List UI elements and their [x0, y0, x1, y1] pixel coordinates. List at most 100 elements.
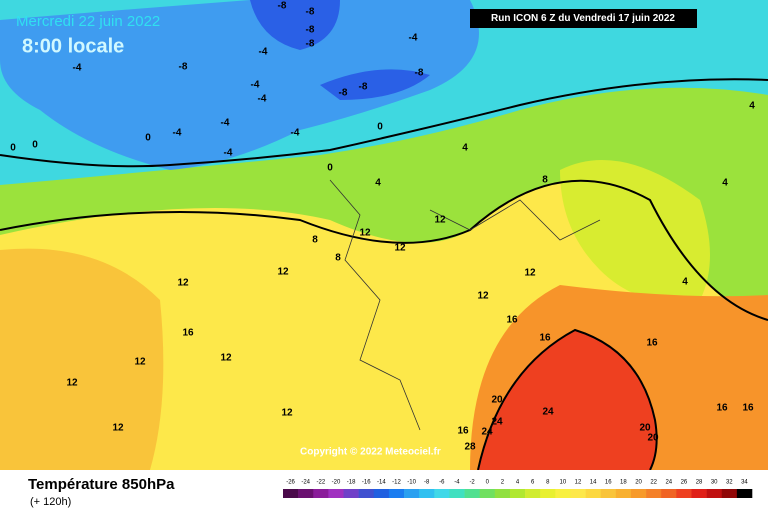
contour-label: 12: [177, 278, 189, 289]
run-box: [470, 9, 697, 28]
scale-swatch: [691, 489, 707, 498]
contour-label: 4: [722, 178, 728, 189]
contour-label: 12: [281, 408, 293, 419]
contour-label: 16: [716, 403, 728, 414]
scale-swatch: [313, 489, 329, 498]
scale-swatch: [736, 489, 753, 498]
contour-label: 12: [277, 267, 289, 278]
contour-label: 16: [182, 328, 194, 339]
very-cold-area: [250, 0, 430, 100]
scale-swatch: [721, 489, 738, 498]
contour-label: -4: [259, 47, 268, 58]
scale-label: -4: [454, 480, 460, 486]
contour-label: 16: [539, 333, 551, 344]
contour-label: 24: [481, 427, 493, 438]
time-title: 8:00 locale: [22, 35, 124, 57]
footer-title: Température 850hPa: [28, 476, 175, 493]
scale-label: 8: [546, 480, 550, 486]
coastline: [329, 179, 601, 431]
contour-label: 12: [134, 357, 146, 368]
scale-swatch: [630, 489, 647, 498]
scale-label: 14: [590, 480, 597, 486]
warm-area: [0, 248, 164, 470]
contour-label: 4: [375, 178, 381, 189]
contour-label: -4: [173, 128, 182, 139]
contour-label: 8: [542, 175, 548, 186]
scale-swatch: [283, 489, 299, 498]
copyright: Copyright © 2022 Meteociel.fr: [300, 447, 441, 458]
scale-swatch: [600, 489, 617, 498]
isotherm-line: [0, 78, 768, 168]
contour-label: 0: [377, 122, 383, 133]
scale-swatch: [388, 489, 405, 498]
scale-label: 18: [620, 480, 627, 486]
scale-swatch: [419, 489, 435, 498]
scale-swatch: [585, 489, 602, 498]
footer-lead: (+ 120h): [30, 496, 71, 508]
scale-swatch: [494, 489, 511, 498]
contour-label: -4: [258, 94, 267, 105]
scale-label: -2: [469, 480, 475, 486]
scale-swatch: [298, 489, 314, 498]
contour-label: 12: [434, 215, 446, 226]
color-scale: -26 -24 -22 -20 -18 -16 -14 -12 -10 -8 -6 -4 -2 0 2 4 6 8…: [283, 480, 753, 498]
scale-swatch: [525, 489, 541, 498]
scale-label: 0: [486, 480, 490, 486]
scale-swatch: [646, 489, 662, 498]
contour-label: 12: [477, 291, 489, 302]
scale-label: 32: [726, 480, 733, 486]
map-labels: -8 -8 -8 -8 -4 -4 -8 -8 -8 -8 -4 -4 -4 -4 -4 -4 -4 0 0 0 0 0 4…: [10, 1, 755, 453]
contour-label: 20: [491, 395, 503, 406]
scale-swatch: [373, 489, 390, 498]
scale-label: -18: [347, 480, 356, 486]
scale-label: 12: [575, 480, 582, 486]
contour-label: -8: [306, 25, 315, 36]
contour-label: 0: [327, 163, 333, 174]
contour-label: 4: [682, 277, 688, 288]
scale-label: -26: [286, 480, 295, 486]
scale-label: -10: [407, 480, 416, 486]
contour-label: 0: [145, 133, 151, 144]
scale-label: 28: [696, 480, 703, 486]
scale-swatch: [509, 489, 526, 498]
scale-swatch: [434, 489, 450, 498]
scale-label: 4: [516, 480, 520, 486]
scale-swatch: [449, 489, 465, 498]
contour-label: -8: [306, 7, 315, 18]
scale-label: -22: [316, 480, 325, 486]
scale-swatch: [555, 489, 571, 498]
contour-label: 12: [359, 228, 371, 239]
scale-label: 22: [650, 480, 657, 486]
mild-area-east: [560, 160, 710, 302]
contour-label: -8: [278, 1, 287, 12]
scale-label: 30: [711, 480, 718, 486]
scale-swatch: [404, 489, 420, 498]
scale-label: 20: [635, 480, 642, 486]
contour-label: -8: [359, 82, 368, 93]
isotherm-line: [477, 328, 658, 471]
scale-swatch: [615, 489, 632, 498]
isotherm-line: [0, 179, 768, 321]
scale-label: -24: [301, 480, 310, 486]
contour-label: 12: [66, 378, 78, 389]
contour-label: 12: [394, 243, 406, 254]
scale-swatch: [676, 489, 692, 498]
contour-label: 16: [646, 338, 658, 349]
contour-label: 4: [462, 143, 468, 154]
cold-area: [0, 0, 479, 170]
scale-label: -12: [392, 480, 401, 486]
contour-label: -4: [221, 118, 230, 129]
contour-label: -8: [339, 88, 348, 99]
very-hot-area: [478, 330, 657, 470]
scale-swatch: [479, 489, 496, 498]
contour-label: 4: [749, 101, 755, 112]
scale-swatch: [343, 489, 359, 498]
contour-label: -8: [415, 68, 424, 79]
scale-label: 2: [501, 480, 505, 486]
scale-swatch: [464, 489, 480, 498]
scale-label: 16: [605, 480, 612, 486]
contour-label: 28: [464, 442, 476, 453]
contour-label: 12: [112, 423, 124, 434]
contour-label: -8: [306, 39, 315, 50]
